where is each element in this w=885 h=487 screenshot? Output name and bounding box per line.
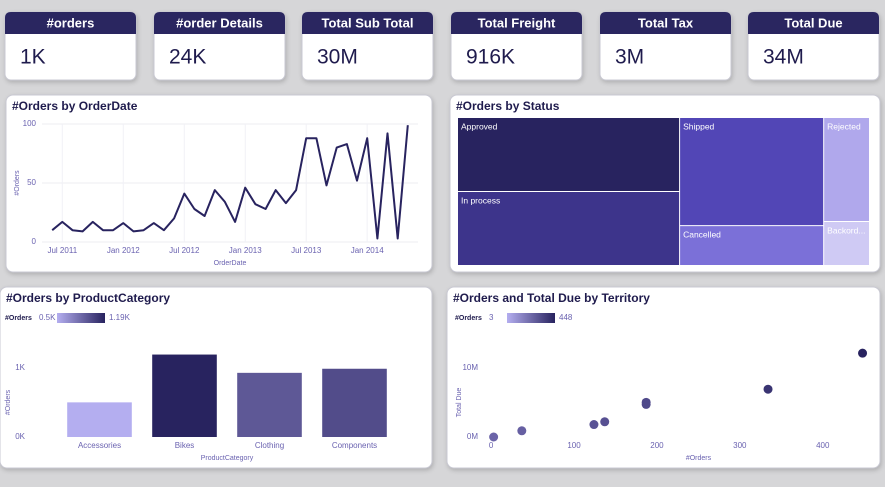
x-tick-label: Jul 2011: [47, 246, 77, 255]
x-tick-label: Components: [332, 441, 377, 450]
x-axis-title: ProductCategory: [201, 455, 254, 462]
kpi-value: 3M: [615, 46, 644, 69]
chart-panel: [446, 286, 881, 469]
x-axis-title: OrderDate: [214, 260, 247, 267]
y-axis-title: Total Due: [456, 388, 463, 418]
y-tick-label: 100: [23, 119, 37, 128]
treemap-label: Backord...: [827, 225, 865, 235]
chart-title: #Orders by OrderDate: [12, 99, 138, 113]
treemap-cell: [458, 118, 680, 191]
treemap-cell: [680, 226, 824, 265]
kpi-value: 1K: [20, 46, 46, 69]
x-tick-label: Jan 2013: [229, 246, 262, 255]
kpi-header: [748, 12, 879, 34]
scatter-point: [589, 420, 599, 430]
kpi-value: 24K: [169, 46, 206, 69]
kpi-header: [154, 12, 285, 34]
scatter-point: [489, 432, 499, 442]
treemap-cell: [824, 222, 869, 265]
chart-title: #Orders by ProductCategory: [6, 291, 170, 305]
legend-title: #Orders: [5, 315, 32, 322]
kpi-title: #order Details: [176, 15, 263, 30]
y-tick-label: 1K: [15, 363, 25, 372]
legend-max: 448: [559, 313, 573, 322]
x-tick-label: Clothing: [255, 441, 284, 450]
treemap-label: Rejected: [827, 121, 861, 131]
legend-min: 3: [489, 313, 494, 322]
legend-title: #Orders: [455, 315, 482, 322]
y-tick-label: 0M: [467, 432, 478, 441]
x-axis-title: #Orders: [686, 455, 712, 462]
treemap-cell: [458, 192, 680, 265]
scatter-point: [858, 348, 868, 358]
y-tick-label: 10M: [462, 363, 478, 372]
kpi-value: 916K: [466, 46, 515, 69]
kpi-title: Total Tax: [638, 15, 694, 30]
kpi-title: Total Sub Total: [322, 15, 414, 30]
legend-gradient: [507, 313, 555, 323]
scatter-point: [600, 417, 610, 427]
x-tick-label: Jan 2014: [351, 246, 384, 255]
x-tick-label: 400: [816, 441, 830, 450]
treemap-label: Cancelled: [683, 229, 721, 239]
kpi-header: [600, 12, 731, 34]
kpi-title: Total Freight: [478, 15, 556, 30]
kpi-title: #orders: [47, 15, 95, 30]
bar: [152, 354, 217, 437]
x-tick-label: 200: [650, 441, 664, 450]
x-tick-label: 300: [733, 441, 747, 450]
kpi-header: [451, 12, 582, 34]
treemap-cell: [824, 118, 869, 221]
bar: [67, 402, 132, 437]
treemap-label: Shipped: [683, 121, 714, 131]
kpi-value: 30M: [317, 46, 358, 69]
line: [51, 125, 409, 240]
x-tick-label: 100: [567, 441, 581, 450]
kpi-header: [5, 12, 136, 34]
legend-min: 0.5K: [39, 313, 56, 322]
bar: [322, 368, 387, 437]
legend-gradient: [57, 313, 105, 323]
scatter-point: [641, 399, 651, 409]
chart-title: #Orders by Status: [456, 99, 560, 113]
x-tick-label: Accessories: [78, 441, 121, 450]
kpi-header: [302, 12, 433, 34]
bar: [237, 372, 302, 437]
x-tick-label: Jul 2012: [169, 246, 200, 255]
y-axis-title: #Orders: [14, 170, 21, 196]
legend-max: 1.19K: [109, 313, 131, 322]
treemap-label: In process: [461, 195, 500, 205]
treemap-cell: [680, 118, 824, 226]
y-tick-label: 0: [32, 237, 37, 246]
x-tick-label: Bikes: [175, 441, 195, 450]
y-tick-label: 50: [27, 178, 36, 187]
scatter-point: [517, 426, 527, 436]
x-tick-label: 0: [489, 441, 494, 450]
x-tick-label: Jul 2013: [291, 246, 322, 255]
scatter-point: [763, 384, 773, 394]
x-tick-label: Jan 2012: [107, 246, 140, 255]
kpi-title: Total Due: [784, 15, 842, 30]
treemap-label: Approved: [461, 121, 498, 131]
y-tick-label: 0K: [15, 432, 25, 441]
y-axis-title: #Orders: [5, 389, 12, 415]
chart-title: #Orders and Total Due by Territory: [453, 291, 650, 305]
kpi-value: 34M: [763, 46, 804, 69]
